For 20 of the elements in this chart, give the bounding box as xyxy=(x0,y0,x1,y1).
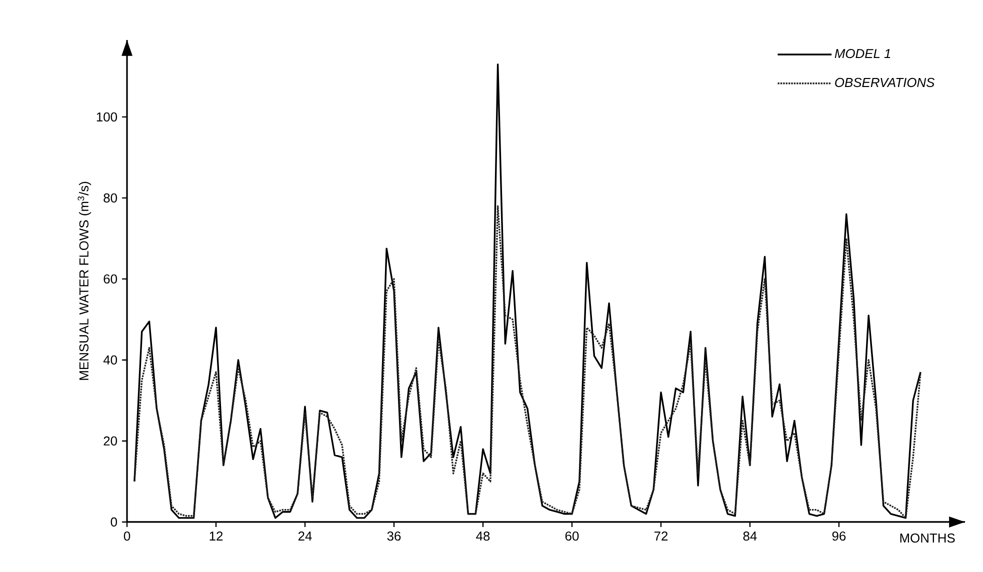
x-tick-label: 12 xyxy=(210,531,223,541)
x-tick-label: 84 xyxy=(743,531,757,541)
x-tick-label: 0 xyxy=(124,531,130,541)
x-tick-label: 72 xyxy=(654,531,668,541)
y-tick-label: 40 xyxy=(103,355,118,365)
legend-label: OBSERVATIONS xyxy=(835,78,935,88)
x-tick-label: 60 xyxy=(565,531,579,541)
line-series xyxy=(134,205,922,519)
y-tick-label: 100 xyxy=(96,112,118,122)
x-axis-title: MONTHS xyxy=(900,533,955,543)
x-tick-label: 36 xyxy=(387,531,401,541)
x-tick-label: 48 xyxy=(476,531,490,541)
x-tick-label: 96 xyxy=(832,531,846,541)
y-tick-label: 60 xyxy=(104,274,118,284)
x-tick-label: 24 xyxy=(298,531,312,541)
y-tick-label: 0 xyxy=(110,517,118,527)
y-tick-label: 20 xyxy=(104,436,118,446)
y-tick-label: 80 xyxy=(104,193,118,203)
y-axis-title: MENSUAL WATER FLOWS (m$^{3}$/s) xyxy=(78,182,92,380)
legend-label: MODEL 1 xyxy=(834,48,890,58)
